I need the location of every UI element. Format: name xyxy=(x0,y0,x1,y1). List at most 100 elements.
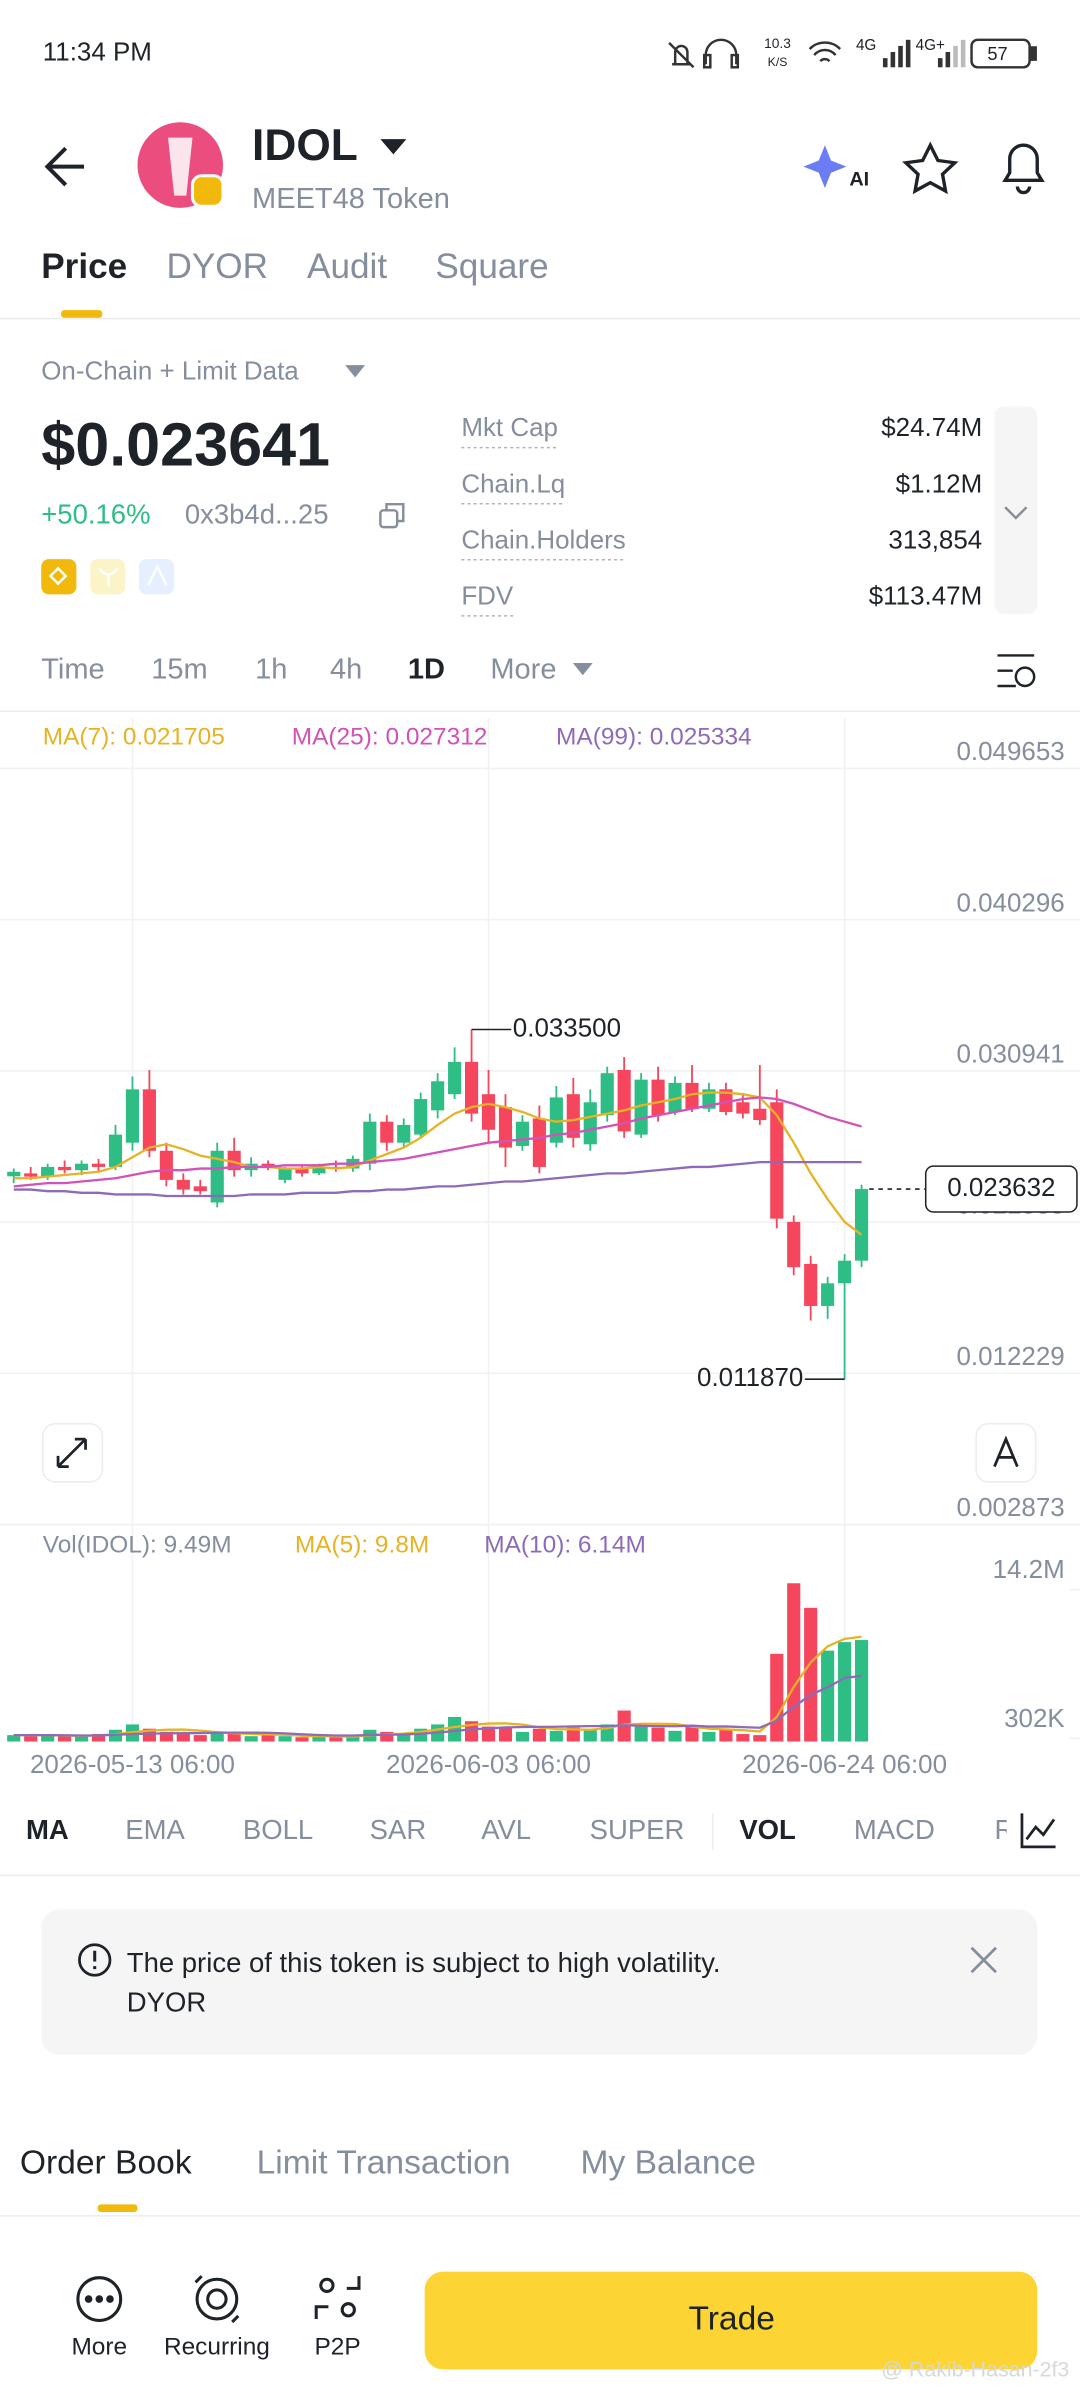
indicator[interactable]: MACD xyxy=(854,1814,935,1845)
section-tab[interactable]: Order Book xyxy=(20,2145,192,2182)
favorite-button[interactable] xyxy=(902,141,959,195)
candle-body xyxy=(414,1099,428,1135)
more-caret[interactable] xyxy=(572,663,593,676)
expand-stats[interactable] xyxy=(994,406,1038,615)
back-button[interactable] xyxy=(44,146,85,187)
interval[interactable]: Time xyxy=(41,653,104,685)
volume-bar xyxy=(75,1736,89,1742)
volume-bar xyxy=(566,1727,580,1742)
notice-box xyxy=(41,1909,1038,2055)
badge xyxy=(41,559,77,595)
tab[interactable]: Price xyxy=(41,247,127,286)
volume-bar xyxy=(719,1729,733,1742)
source-caret[interactable] xyxy=(345,365,366,378)
candle-body xyxy=(7,1171,21,1177)
candle-body xyxy=(634,1079,648,1135)
volume-bar xyxy=(176,1732,190,1742)
candle-body xyxy=(448,1061,462,1095)
candle-body xyxy=(651,1079,665,1116)
trade-button[interactable] xyxy=(424,2271,1038,2370)
data-source[interactable]: On-Chain + Limit Data xyxy=(41,356,299,386)
copy-button[interactable] xyxy=(379,502,405,529)
candle-body xyxy=(838,1260,852,1284)
ma-legend: MA(25): 0.027312 xyxy=(292,723,488,750)
y-tick-label: 0.002873 xyxy=(956,1492,1064,1522)
interval[interactable]: 15m xyxy=(151,653,207,685)
y-tick-label: 0.012229 xyxy=(956,1341,1064,1371)
volume-bar xyxy=(702,1731,716,1742)
action-icons[interactable] xyxy=(76,2275,361,2324)
interval[interactable]: More xyxy=(490,653,556,685)
candle-body xyxy=(58,1166,72,1171)
time: 11:34 PM xyxy=(43,36,152,66)
section-tab[interactable]: Limit Transaction xyxy=(257,2145,511,2182)
interval[interactable]: 1D xyxy=(408,653,445,685)
candle-body xyxy=(312,1166,326,1174)
notice-close[interactable] xyxy=(970,1946,997,1974)
candle-body xyxy=(397,1124,411,1143)
candle-body xyxy=(498,1107,513,1148)
last-price-label: 0.023632 xyxy=(947,1172,1055,1202)
indicator-settings[interactable] xyxy=(1020,1813,1056,1849)
candle-body xyxy=(142,1089,156,1151)
candle-body xyxy=(821,1283,835,1306)
token-symbol[interactable]: IDOL xyxy=(252,121,358,170)
candle-body xyxy=(464,1061,479,1114)
indicator[interactable]: VOL xyxy=(739,1814,796,1845)
action-label[interactable]: More xyxy=(71,2333,127,2360)
divider xyxy=(711,1813,714,1850)
candle-body xyxy=(24,1173,38,1177)
action-label[interactable]: Recurring xyxy=(164,2333,270,2360)
volume-bar xyxy=(498,1727,513,1742)
volume-bar xyxy=(227,1734,241,1742)
interval[interactable]: 4h xyxy=(330,653,362,685)
section-tab[interactable]: My Balance xyxy=(580,2145,756,2182)
net-unit: K/S xyxy=(768,55,788,69)
chart-settings[interactable] xyxy=(997,654,1036,688)
fullscreen-icon[interactable] xyxy=(56,1437,87,1468)
volume-bar xyxy=(41,1735,55,1742)
volume-bar xyxy=(532,1728,546,1742)
tab[interactable]: Audit xyxy=(307,247,387,286)
ma-line xyxy=(13,1091,863,1236)
tab[interactable]: Square xyxy=(435,247,548,286)
auto-scale-icon[interactable] xyxy=(993,1435,1019,1468)
indicator[interactable]: SAR xyxy=(370,1814,427,1845)
tab[interactable]: DYOR xyxy=(167,247,268,286)
action-label[interactable]: P2P xyxy=(314,2333,360,2360)
symbol-caret[interactable] xyxy=(380,139,407,155)
indicator[interactable]: MA xyxy=(26,1814,69,1845)
indicator[interactable]: SUPER xyxy=(590,1814,685,1845)
candle-body xyxy=(719,1089,733,1112)
ai-label[interactable]: AI xyxy=(849,169,869,191)
candle-body xyxy=(193,1186,207,1192)
candle-body xyxy=(770,1102,784,1219)
candle-body xyxy=(685,1082,699,1109)
volume-bar xyxy=(210,1731,224,1742)
indicator[interactable]: AVL xyxy=(481,1814,531,1845)
expand-chevron[interactable] xyxy=(1004,506,1028,520)
last-price-box xyxy=(924,1165,1078,1213)
alert-button[interactable] xyxy=(1002,143,1045,195)
volume-bar xyxy=(549,1730,563,1742)
interval[interactable]: 1h xyxy=(255,653,287,685)
trade-label[interactable]: Trade xyxy=(688,2300,775,2337)
candle-body xyxy=(736,1102,750,1114)
y-tick-label: 0.049653 xyxy=(956,736,1064,766)
ma-line xyxy=(13,1160,862,1198)
candle-body xyxy=(210,1150,224,1203)
volume-bar xyxy=(481,1726,496,1742)
volume-bar xyxy=(193,1735,207,1742)
indicator[interactable]: EMA xyxy=(125,1814,185,1845)
candle-body xyxy=(41,1166,55,1177)
x-tick-label: 2026-06-24 06:00 xyxy=(742,1749,947,1779)
y-tick-label: 0.040296 xyxy=(956,887,1064,917)
auto-scale-button[interactable] xyxy=(975,1423,1037,1483)
candle-body xyxy=(549,1097,563,1143)
candle-body xyxy=(753,1108,767,1121)
ai-icon[interactable] xyxy=(803,145,847,188)
indicator[interactable]: BOLL xyxy=(243,1814,313,1845)
volume-bar xyxy=(58,1736,72,1742)
volume-bar xyxy=(787,1583,801,1742)
volume-bar xyxy=(854,1640,869,1742)
